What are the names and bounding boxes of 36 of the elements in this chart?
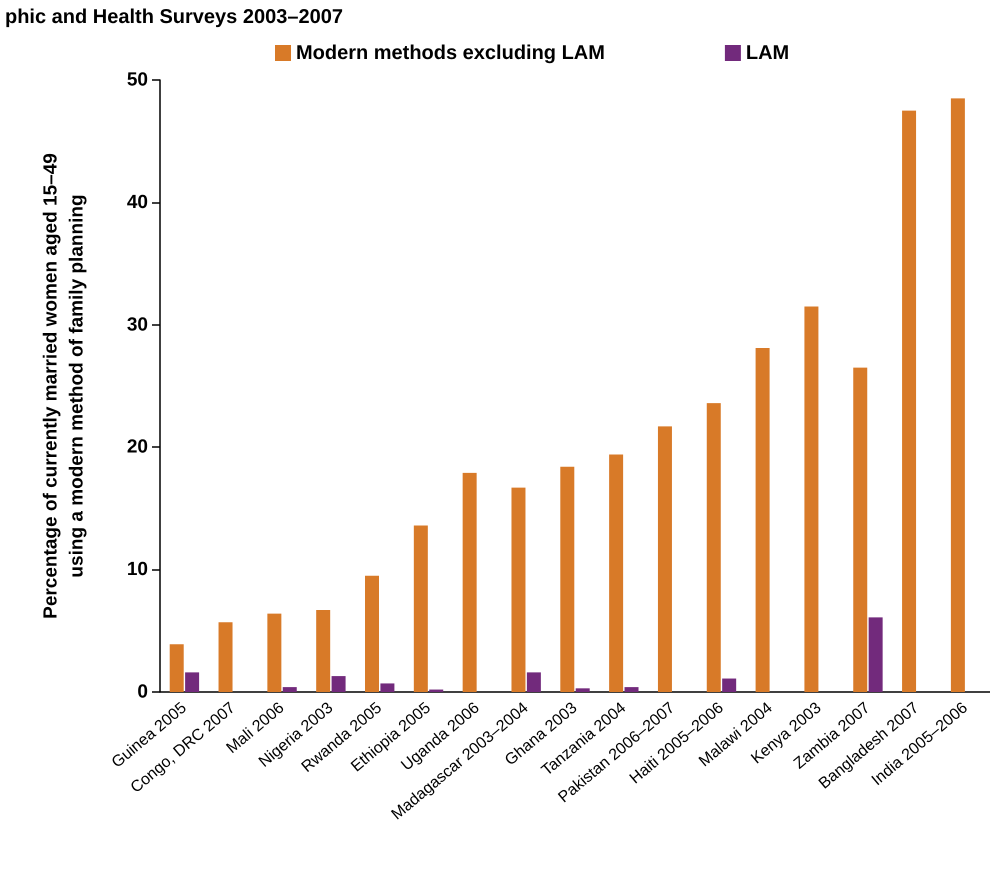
bar (267, 614, 282, 692)
bar (609, 454, 624, 692)
bar (868, 617, 883, 692)
bar (380, 683, 394, 692)
bar (624, 687, 639, 692)
bar (853, 368, 868, 692)
chart-title: phic and Health Surveys 2003–2007 (5, 6, 343, 28)
bar (414, 526, 428, 692)
bar (560, 466, 574, 692)
y-tick-label: 30 (126, 314, 148, 336)
y-tick-label: 20 (126, 436, 148, 458)
bar (316, 610, 330, 692)
bar (332, 676, 346, 692)
bar (218, 622, 233, 692)
bar (365, 576, 380, 692)
y-axis-title: Percentage of currently married women aged 15–49 using a modern method of family planning (40, 153, 88, 619)
bar (282, 687, 297, 692)
bar (722, 678, 736, 692)
bar (950, 98, 965, 692)
bar (170, 644, 184, 692)
bar (804, 306, 818, 692)
bar (902, 110, 916, 692)
y-tick-label: 0 (137, 682, 148, 702)
y-tick-label: 10 (126, 559, 148, 580)
legend-label: Modern methods excluding LAM (296, 42, 605, 64)
y-tick-label: 50 (126, 70, 148, 90)
bar (658, 426, 672, 692)
bar (185, 672, 200, 692)
bar (526, 672, 541, 692)
legend-label: LAM (746, 42, 790, 64)
bar (576, 688, 590, 692)
bar (511, 488, 526, 692)
bar (462, 472, 477, 692)
y-tick-label: 40 (126, 192, 148, 213)
bar (756, 348, 770, 692)
bar (706, 403, 721, 692)
